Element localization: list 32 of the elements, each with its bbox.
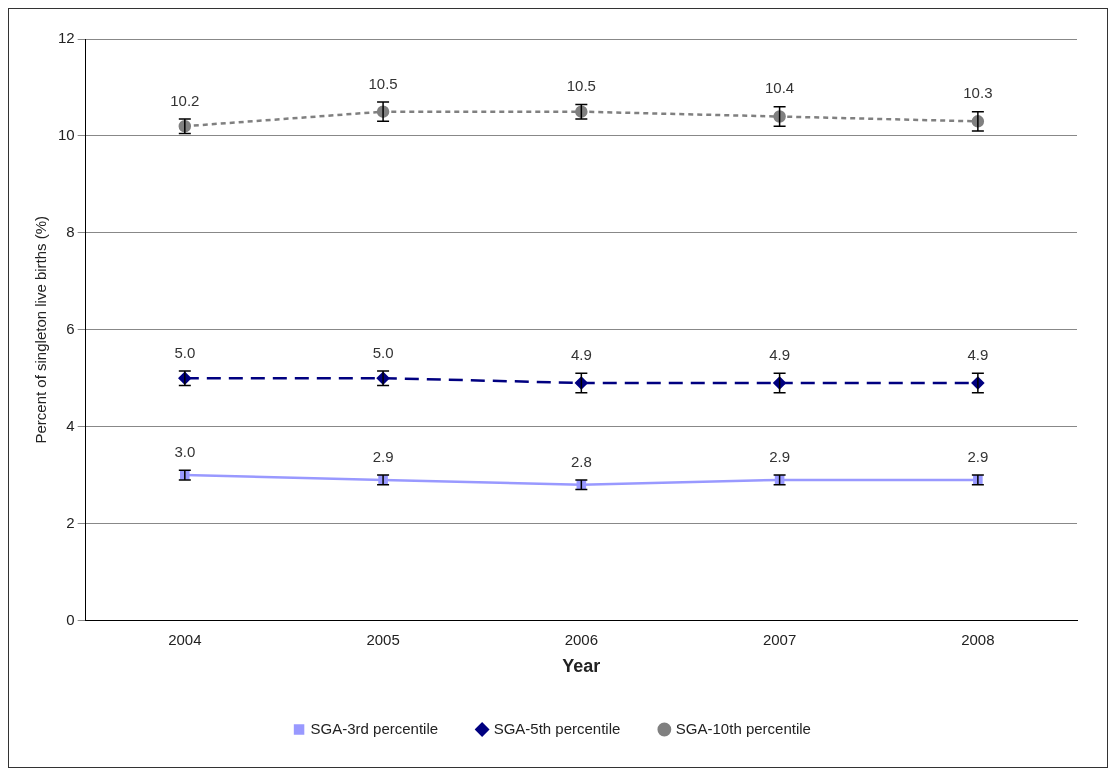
y-tick-label: 0 <box>66 610 75 628</box>
x-tick-label: 2004 <box>168 630 202 648</box>
data-label: 10.3 <box>963 84 993 102</box>
data-label: 2.9 <box>769 447 791 465</box>
data-label: 2.8 <box>570 452 592 470</box>
data-label: 4.9 <box>570 345 592 363</box>
data-label: 4.9 <box>967 345 989 363</box>
y-tick-label: 4 <box>66 416 75 434</box>
data-label: 3.0 <box>174 442 196 460</box>
data-label: 5.0 <box>372 343 394 361</box>
x-tick-label: 2005 <box>366 630 400 648</box>
y-tick-label: 6 <box>66 319 75 337</box>
y-tick-label: 12 <box>58 29 75 47</box>
data-label: 10.2 <box>170 91 200 109</box>
x-tick-label: 2007 <box>762 630 797 648</box>
y-tick-label: 2 <box>66 513 75 531</box>
legend-label: SGA-10th percentile <box>675 719 811 737</box>
data-label: 10.5 <box>566 77 596 95</box>
data-label: 10.4 <box>765 79 795 97</box>
data-label: 4.9 <box>769 345 791 363</box>
data-label: 2.9 <box>372 447 394 465</box>
legend-label: SGA-3rd percentile <box>310 719 439 737</box>
y-tick-label: 8 <box>66 222 75 240</box>
x-tick-label: 2008 <box>961 630 995 648</box>
x-tick-label: 2006 <box>564 630 599 648</box>
data-label: 10.5 <box>368 74 398 92</box>
x-axis-title: Year <box>562 656 601 677</box>
data-label: 5.0 <box>174 343 196 361</box>
legend-label: SGA-5th percentile <box>493 719 621 737</box>
y-tick-label: 10 <box>58 126 75 144</box>
y-axis-title: Percent of singleton live births (%) <box>32 215 50 444</box>
data-label: 2.9 <box>967 447 989 465</box>
